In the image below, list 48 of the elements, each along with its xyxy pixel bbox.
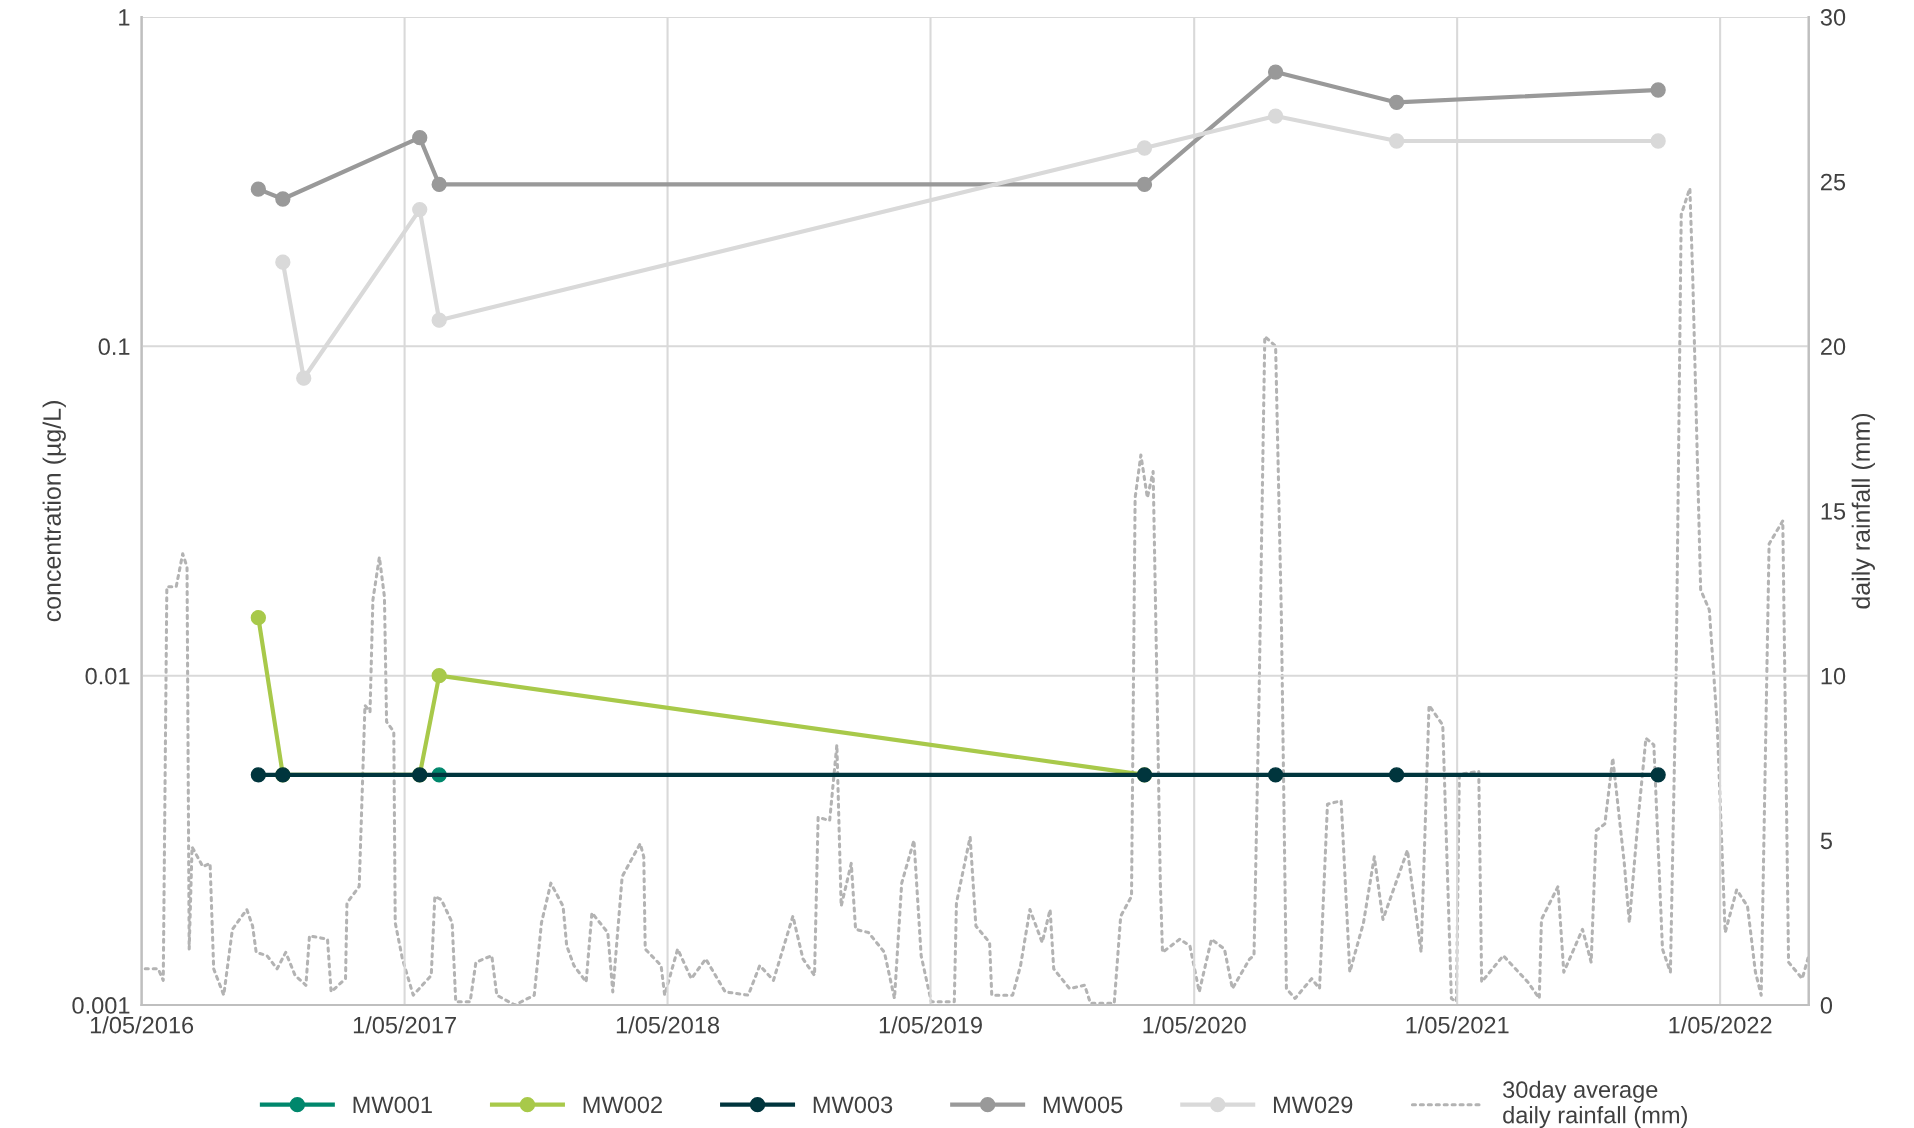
legend-label: MW005 xyxy=(1043,1096,1123,1114)
x-tick-label: 1/05/2022 xyxy=(1669,1016,1772,1034)
point xyxy=(250,181,266,197)
point xyxy=(1267,108,1284,124)
point xyxy=(275,191,291,207)
x-tick-label: 1/05/2017 xyxy=(353,1016,456,1034)
point xyxy=(1650,133,1666,149)
point xyxy=(1136,140,1153,156)
point xyxy=(275,254,291,270)
legend-label: MW002 xyxy=(583,1096,662,1114)
legend-label: MW001 xyxy=(353,1096,432,1114)
legend-label: MW003 xyxy=(813,1096,893,1114)
point xyxy=(1650,767,1666,783)
y2-tick-label: 15 xyxy=(1821,503,1846,520)
y2-tick-label: 20 xyxy=(1821,338,1846,356)
x-tick-label: 1/05/2018 xyxy=(616,1016,720,1034)
y2-tick-label: 5 xyxy=(1820,832,1832,850)
x-tick-label: 1/05/2020 xyxy=(1143,1016,1246,1034)
y-axis-title: concentration (µg/L) xyxy=(42,401,66,622)
y2-tick-label: 30 xyxy=(1820,8,1846,26)
point xyxy=(431,668,447,684)
y-tick-label: 0.01 xyxy=(85,667,130,685)
point xyxy=(1388,94,1405,111)
point xyxy=(296,370,312,386)
y2-tick-label: 10 xyxy=(1821,667,1846,685)
point xyxy=(1650,82,1666,98)
legend-label: MW029 xyxy=(1273,1096,1353,1114)
legend-label: 30day average daily rainfall (mm) xyxy=(1503,1080,1687,1128)
x-tick-label: 1/05/2021 xyxy=(1406,1016,1509,1034)
point xyxy=(1267,767,1284,783)
point xyxy=(431,176,447,193)
x-tick-label: 1/05/2019 xyxy=(879,1016,982,1034)
point xyxy=(431,312,447,328)
y2-tick-label: 25 xyxy=(1821,173,1846,191)
point xyxy=(412,201,428,218)
y-tick-label: 1 xyxy=(119,9,130,26)
y2-axis-title: daily rainfall (mm) xyxy=(1851,413,1875,609)
point xyxy=(1388,767,1405,783)
point xyxy=(250,767,266,783)
x-tick-label: 1/05/2016 xyxy=(90,1016,194,1034)
y-tick-label: 0.001 xyxy=(72,997,130,1014)
point xyxy=(250,610,266,626)
point xyxy=(1267,64,1284,80)
point xyxy=(412,130,428,146)
y2-tick-label: 0 xyxy=(1820,997,1833,1014)
point xyxy=(1388,133,1405,149)
point xyxy=(1136,176,1153,193)
y-tick-label: 0.1 xyxy=(98,338,130,356)
